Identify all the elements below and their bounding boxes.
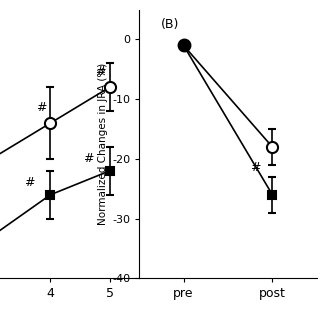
Text: (B): (B) (161, 18, 179, 31)
Text: #: # (95, 65, 105, 78)
Text: #: # (36, 101, 46, 114)
Text: #: # (83, 152, 93, 165)
Text: #: # (250, 161, 261, 174)
Text: #: # (24, 176, 34, 189)
Y-axis label: Normalized Changes in JRA (%): Normalized Changes in JRA (%) (98, 63, 108, 225)
